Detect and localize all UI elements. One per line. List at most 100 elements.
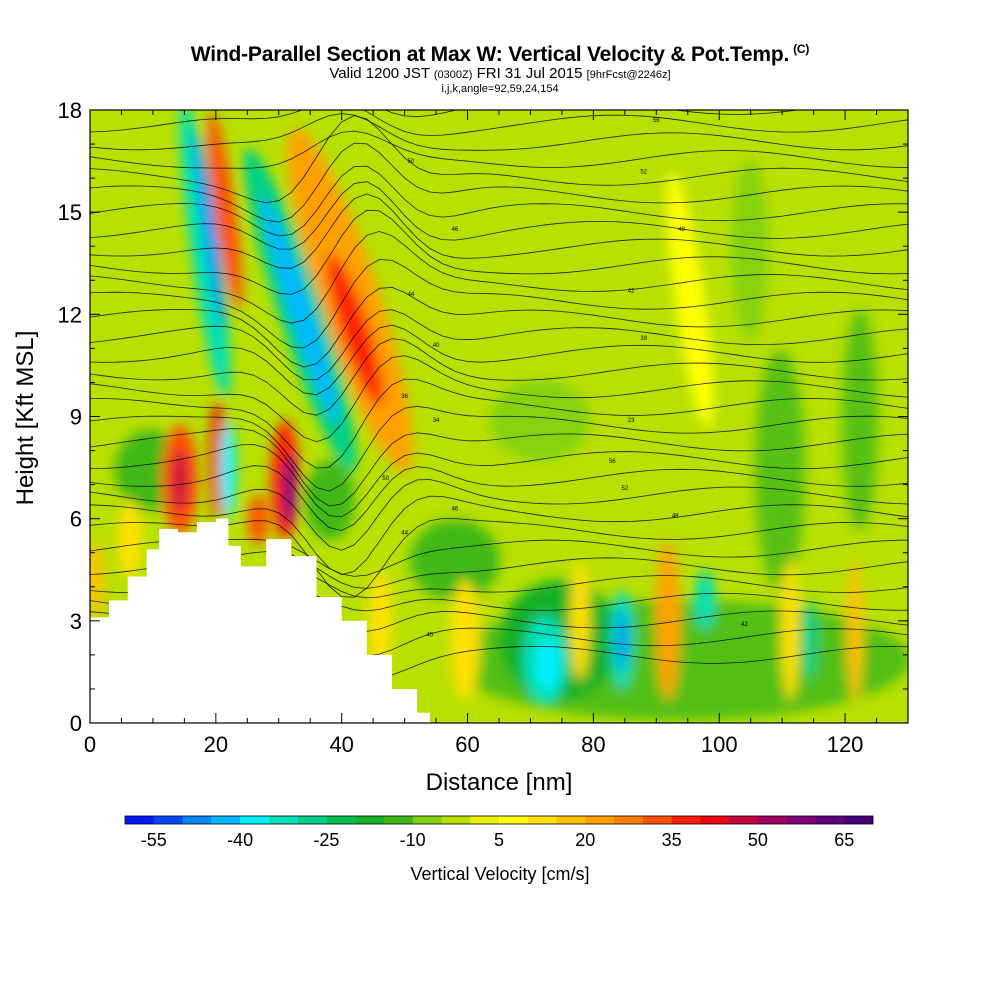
y-tick-label: 0 [70,711,82,736]
valid-main: Valid 1200 JST [329,65,430,82]
isentrope-line [90,443,908,518]
colorbar-swatch [125,816,155,824]
updraft-region [368,570,392,670]
colorbar-swatch [614,816,644,824]
contour-label: 46 [452,506,459,512]
isentrope-line [90,259,908,349]
downdraft-region [305,460,355,540]
contour-label: 50 [382,476,389,482]
y-tick-label: 6 [70,507,82,532]
colorbar-swatch [470,816,500,824]
valid-date: FRI 31 Jul 2015 [476,65,583,82]
updraft-region [656,540,680,700]
colorbar-swatch [844,816,874,824]
grid-info: i,j,k,angle=92,59,24,154 [441,83,559,95]
colorbar-label: Vertical Velocity [cm/s] [410,864,589,884]
x-tick-label: 20 [204,732,228,757]
contour-label: 56 [653,118,660,124]
copyright-mark: (C) [793,42,810,56]
colorbar-swatch [815,816,845,824]
isentrope-line [90,110,908,137]
forecast-info: [9hrFcst@2246z] [586,69,671,81]
downdraft-band [695,570,715,630]
contour-label: 50 [408,159,415,165]
updraft-region [118,500,142,580]
colorbar-swatch [326,816,356,824]
chart-title: Wind-Parallel Section at Max W: Vertical… [0,38,1000,66]
contour-label: 34 [433,418,440,424]
contour-label: 46 [452,227,459,233]
colorbar-swatch [355,816,385,824]
downdraft-band [536,640,560,690]
contour-label: 52 [622,486,629,492]
updraft-region [781,560,799,700]
title-block: Wind-Parallel Section at Max W: Vertical… [0,38,1000,95]
colorbar-swatch [671,816,701,824]
y-tick-label: 9 [70,405,82,430]
contour-label: 36 [401,394,408,400]
y-tick-label: 18 [58,98,82,123]
x-axis-label: Distance [nm] [426,769,573,796]
y-tick-label: 12 [58,302,82,327]
downdraft-band [617,610,627,670]
contour-label: 42 [628,288,635,294]
contour-label: 56 [609,459,616,465]
colorbar-swatch [412,816,442,824]
downdraft-band [194,130,226,330]
downdraft-band [220,420,236,520]
isentrope-line [90,209,908,295]
colorbar-swatch [182,816,212,824]
chart-title-text: Wind-Parallel Section at Max W: Vertical… [190,43,790,66]
contour-label: 44 [408,292,415,298]
colorbar-swatch [556,816,586,824]
updraft-band [248,495,268,545]
terrain [90,518,430,723]
isentrope-line [90,165,908,237]
colorbar-tick-label: 5 [494,830,504,850]
downdraft-region [410,520,500,600]
downdraft-region [732,160,768,340]
colorbar-tick-label: -25 [313,830,339,850]
isentrope-line [90,115,908,204]
isentrope-line [90,181,908,250]
isentrope-line [90,378,908,469]
y-tick-label: 15 [58,200,82,225]
updraft-region [90,540,103,620]
colorbar-tick-label: -55 [141,830,167,850]
contour-label: 23 [628,418,635,424]
isentrope-line [90,324,908,396]
downdraft-band [261,195,339,425]
colorbar: -55 -40 -25 -10 5 20 35 50 65 [124,815,874,850]
x-tick-label: 60 [455,732,479,757]
colorbar-swatch [757,816,787,824]
velocity-blobs [90,110,908,720]
colorbar-swatch [240,816,270,824]
contour-label: 40 [426,632,433,638]
isentrope-line [90,495,908,576]
colorbar-swatch [297,816,327,824]
downdraft-region [842,310,878,530]
isentrope-line [90,113,908,151]
x-tick-label: 120 [827,732,864,757]
colorbar-swatch [700,816,730,824]
x-tick-label: 40 [329,732,353,757]
contour-label: 40 [433,343,440,349]
contour-label: 44 [401,530,408,536]
updraft-region [450,580,480,700]
colorbar-frame [124,815,874,825]
updraft-band [326,253,384,407]
colorbar-swatch [211,816,241,824]
terrain-profile [90,518,430,723]
updraft-region [847,560,863,700]
valid-utc: (0300Z) [433,69,473,81]
x-tick-label: 0 [84,732,96,757]
y-tick-label: 3 [70,609,82,634]
colorbar-swatch [585,816,615,824]
x-tick-label: 80 [581,732,605,757]
isentrope-line [90,142,908,223]
downdraft-region [490,380,590,460]
contour-label: 42 [741,622,748,628]
colorbar-tick-label: -40 [227,830,253,850]
isentrope-line [384,110,800,118]
